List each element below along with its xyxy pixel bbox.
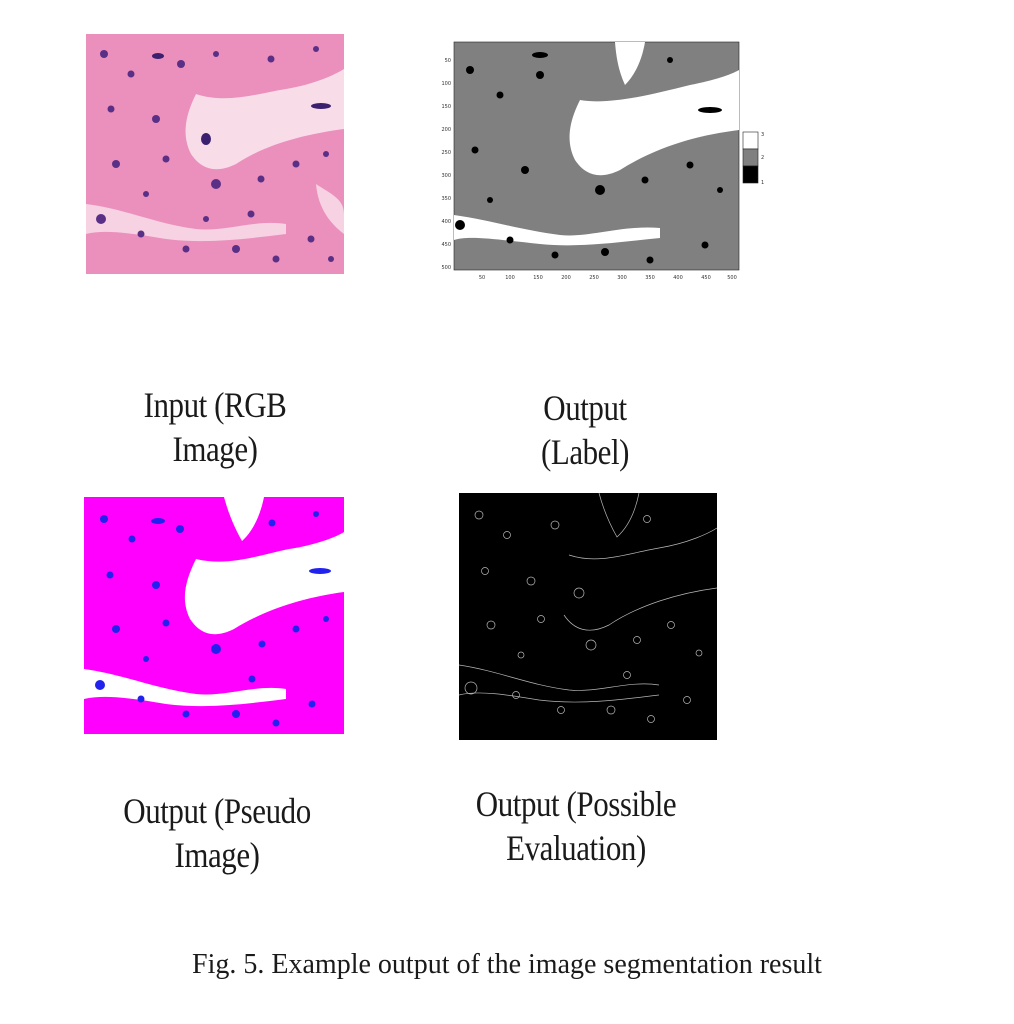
x-tick-label: 200 <box>561 275 571 281</box>
input-rgb-caption: Input (RGB Image) <box>116 383 314 471</box>
y-tick-label: 200 <box>441 127 451 133</box>
caption-line: Image) <box>172 429 258 469</box>
output-label-plot: 50 100 150 200 250 300 350 400 450 500 5… <box>430 30 775 288</box>
colorbar-tick-label: 1 <box>761 180 764 186</box>
colorbar-tick-label: 3 <box>761 132 764 138</box>
x-tick-label: 100 <box>505 275 515 281</box>
x-tick-label: 350 <box>645 275 655 281</box>
output-pseudo-caption: Output (Pseudo Image) <box>118 789 316 877</box>
input-rgb-image <box>86 34 344 274</box>
y-tick-label: 100 <box>441 81 451 87</box>
x-tick-label: 400 <box>673 275 683 281</box>
y-tick-label: 50 <box>445 58 451 64</box>
x-tick-label: 250 <box>589 275 599 281</box>
caption-line: Input (RGB <box>143 385 287 425</box>
colorbar-tick-label: 2 <box>761 155 764 161</box>
caption-line: Output <box>543 388 627 428</box>
y-tick-label: 300 <box>441 173 451 179</box>
caption-line: (Label) <box>540 432 630 472</box>
output-label-caption: Output (Label) <box>486 386 684 474</box>
y-tick-label: 250 <box>441 150 451 156</box>
caption-line: Output (Possible <box>475 784 677 824</box>
y-tick-label: 150 <box>441 104 451 110</box>
output-pseudo-image <box>84 497 344 734</box>
output-evaluation-caption: Output (Possible Evaluation) <box>473 782 679 870</box>
x-tick-label: 450 <box>701 275 711 281</box>
caption-line: Image) <box>174 835 260 875</box>
output-evaluation-image <box>459 493 717 740</box>
y-tick-label: 400 <box>441 219 451 225</box>
x-tick-label: 300 <box>617 275 627 281</box>
y-tick-label: 350 <box>441 196 451 202</box>
y-tick-label: 450 <box>441 242 451 248</box>
colorbar: 3 2 1 <box>742 131 764 186</box>
x-tick-label: 150 <box>533 275 543 281</box>
figure-caption: Fig. 5. Example output of the image segm… <box>192 949 822 980</box>
caption-line: Output (Pseudo <box>123 791 311 831</box>
y-tick-label: 500 <box>441 265 451 271</box>
caption-line: Evaluation) <box>506 828 646 868</box>
x-tick-label: 50 <box>479 275 485 281</box>
x-tick-label: 500 <box>727 275 737 281</box>
